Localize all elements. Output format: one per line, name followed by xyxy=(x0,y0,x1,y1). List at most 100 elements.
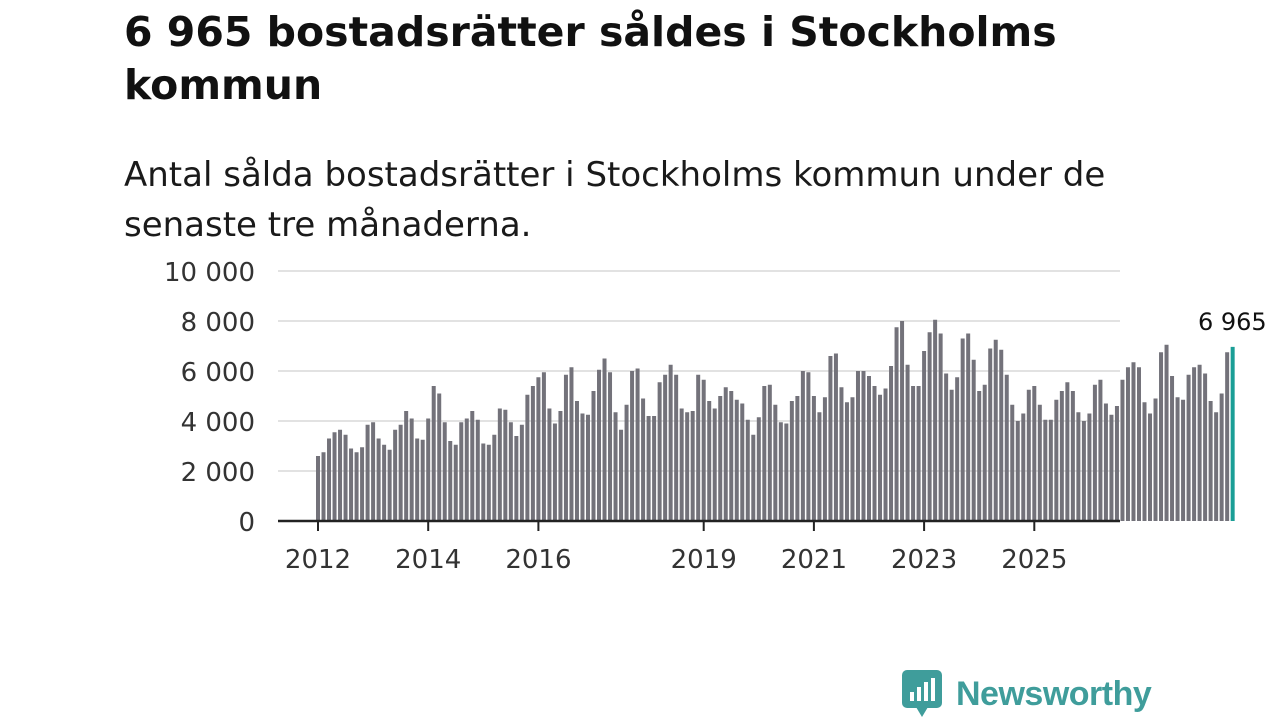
bar xyxy=(1114,406,1119,521)
y-tick-label: 2 000 xyxy=(181,458,255,488)
bar xyxy=(1109,414,1114,521)
x-tick-label: 2021 xyxy=(781,545,847,575)
y-tick-label: 0 xyxy=(238,508,255,538)
bar xyxy=(806,372,811,521)
bar xyxy=(585,414,590,521)
bar xyxy=(784,423,789,521)
bar xyxy=(762,386,767,521)
bar xyxy=(872,386,877,521)
bar xyxy=(459,422,464,521)
bar xyxy=(1164,344,1169,521)
bar xyxy=(1219,393,1224,521)
bar xyxy=(844,402,849,521)
bar xyxy=(674,374,679,521)
bar xyxy=(668,364,673,521)
bar xyxy=(1087,413,1092,521)
bar xyxy=(663,374,668,521)
bar xyxy=(619,429,624,521)
bar xyxy=(608,372,613,521)
bar xyxy=(646,416,651,521)
bar xyxy=(999,349,1004,521)
bar xyxy=(597,369,602,521)
bar xyxy=(905,364,910,521)
bar xyxy=(332,432,337,521)
bar xyxy=(552,423,557,521)
newsworthy-logo: Newsworthy xyxy=(902,670,1152,718)
bar xyxy=(475,419,480,521)
bar xyxy=(878,394,883,521)
bar xyxy=(558,411,563,521)
bar xyxy=(1197,364,1202,521)
bar xyxy=(613,412,618,521)
bar xyxy=(916,386,921,521)
bar xyxy=(630,371,635,521)
bar xyxy=(1098,379,1103,521)
bar-latest xyxy=(1230,346,1235,521)
bar xyxy=(1070,391,1075,521)
bar xyxy=(701,379,706,521)
newsworthy-logo-icon xyxy=(902,670,942,717)
bar xyxy=(1142,402,1147,521)
bar xyxy=(316,456,320,521)
bar xyxy=(833,353,838,521)
bar xyxy=(530,386,535,521)
bar xyxy=(900,321,905,521)
bar xyxy=(1065,382,1070,521)
bar xyxy=(740,403,745,521)
bar xyxy=(503,409,508,521)
y-tick-label: 10 000 xyxy=(164,258,255,288)
bar xyxy=(800,371,805,521)
bar xyxy=(1037,404,1042,521)
bar xyxy=(415,438,420,521)
bar xyxy=(1131,362,1136,521)
bar xyxy=(574,401,579,521)
bar xyxy=(1186,374,1191,521)
bar xyxy=(591,391,596,521)
bar xyxy=(382,444,387,521)
bar xyxy=(679,408,684,521)
bar xyxy=(745,419,750,521)
bar xyxy=(470,411,475,521)
bar xyxy=(1026,389,1031,521)
x-tick-label: 2025 xyxy=(1001,545,1067,575)
bar xyxy=(492,434,497,521)
bar xyxy=(453,444,458,521)
bar xyxy=(977,391,982,521)
bar xyxy=(751,434,756,521)
bar xyxy=(652,416,657,521)
bar xyxy=(1092,384,1097,521)
bar xyxy=(971,359,976,521)
bar xyxy=(354,452,359,521)
x-tick-label: 2016 xyxy=(505,545,571,575)
bar xyxy=(635,368,640,521)
bar xyxy=(1059,391,1064,521)
bar xyxy=(376,438,381,521)
bar xyxy=(778,422,783,521)
bar xyxy=(525,394,530,521)
bar xyxy=(767,384,772,521)
bar xyxy=(360,447,365,521)
bar xyxy=(563,374,568,521)
bar xyxy=(442,422,447,521)
bar xyxy=(944,373,949,521)
bar xyxy=(685,412,690,521)
bar xyxy=(569,367,574,521)
brand-name: Newsworthy xyxy=(956,674,1152,713)
axes xyxy=(278,519,1120,531)
bar xyxy=(729,391,734,521)
bar xyxy=(1214,412,1219,521)
bar xyxy=(707,401,712,521)
bar xyxy=(911,386,916,521)
bar xyxy=(404,411,409,521)
bar xyxy=(349,448,354,521)
bar xyxy=(773,404,778,521)
latest-value-label: 6 965 xyxy=(1198,308,1267,336)
bar xyxy=(938,333,943,521)
bar xyxy=(1203,373,1208,521)
bar xyxy=(1120,379,1125,521)
bar xyxy=(624,404,629,521)
bar xyxy=(1181,399,1186,521)
bar xyxy=(1010,404,1015,521)
bar xyxy=(756,417,761,521)
bar xyxy=(955,377,960,521)
